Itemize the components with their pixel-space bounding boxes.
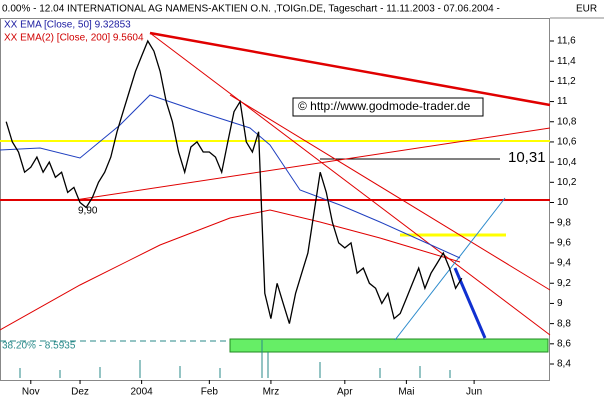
y-tick-label: 9,4 [557,258,571,269]
y-tick-label: 9,2 [557,278,571,289]
ema-50 [0,94,461,259]
currency: EUR [576,4,597,15]
x-tick-label: Nov [22,387,40,398]
level-label: 10,31 [508,149,546,166]
x-tick-label: Mai [398,387,414,398]
y-tick-label: 10,2 [557,177,577,188]
y-tick-label: 8,4 [557,359,571,370]
legend-entry: XX EMA(2) [Close, 200] 9.5604 [4,33,144,44]
y-tick-label: 11 [557,96,568,107]
level-label: 9,90 [78,206,98,217]
target-zone [229,338,549,353]
x-tick-label: Jun [466,387,482,398]
y-tick-label: 11,2 [557,76,576,87]
trend-line [149,32,551,336]
fib-label: 38.20% - 8.5935 [2,341,76,352]
y-tick-label: 11,6 [557,36,576,47]
y-tick-label: 11,4 [557,56,576,67]
y-tick-label: 8,8 [557,318,571,329]
x-tick-label: Mrz [263,387,280,398]
y-tick-label: 8,6 [557,338,571,349]
trend-line [74,127,551,201]
chart-title: 0.00% - 12.04 INTERNATIONAL AG NAMENS-AK… [2,4,500,15]
ema-200 [0,209,461,331]
watermark-box [292,97,484,117]
x-tick-label: 2004 [130,387,153,398]
trend-line [229,94,551,291]
legend-entry: XX EMA [Close, 50] 9.32853 [4,20,131,31]
x-tick-label: Apr [337,387,353,398]
price-line [5,39,463,324]
y-tick-label: 10,6 [557,137,577,148]
watermark: © http://www.godmode-trader.de [298,99,471,113]
y-tick-label: 9 [557,298,563,309]
x-tick-label: Feb [201,387,219,398]
y-tick-label: 9,8 [557,217,571,228]
y-tick-label: 10,4 [557,157,577,168]
forecast-arrow [453,267,487,339]
y-tick-label: 10 [557,197,569,208]
y-tick-label: 10,8 [557,116,577,127]
volume-bars [19,340,451,378]
trend-line [149,31,551,107]
x-tick-label: Dez [71,387,89,398]
y-tick-label: 9,6 [557,238,571,249]
